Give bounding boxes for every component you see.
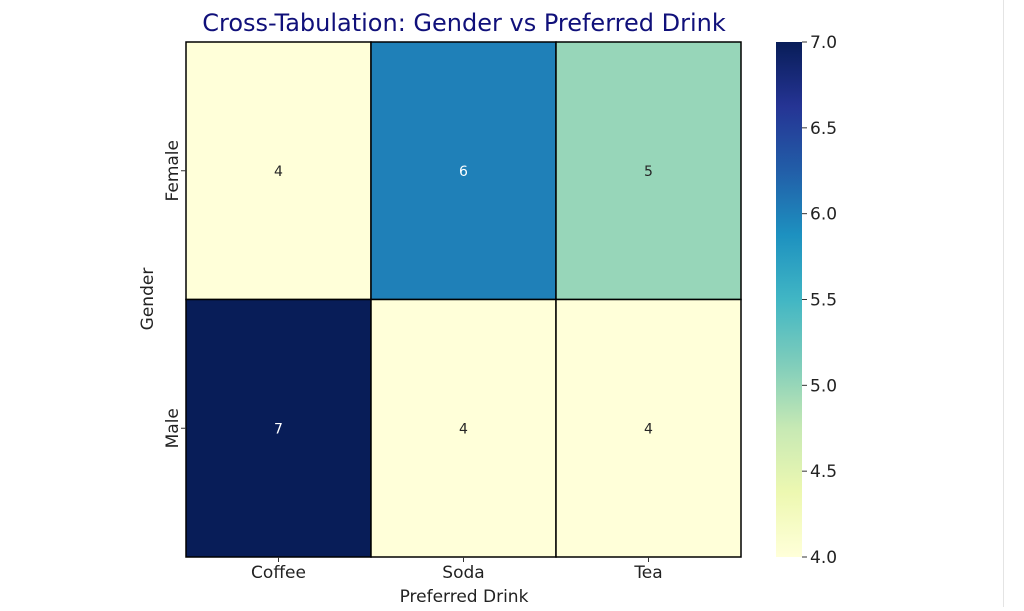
x-tick-label: Coffee bbox=[251, 563, 306, 583]
y-axis-ticks: Female Male bbox=[163, 140, 186, 448]
heatmap-cell-male-tea bbox=[555, 298, 742, 558]
heatmap-cell-female-coffee bbox=[185, 41, 372, 301]
heatmap-cell-female-tea bbox=[555, 41, 742, 301]
page-edge-divider bbox=[1003, 0, 1004, 607]
colorbar-tick-label: 7.0 bbox=[810, 33, 837, 53]
cell-value-label: 7 bbox=[274, 421, 283, 437]
cell-value-label: 4 bbox=[459, 421, 468, 437]
heatmap-cell-labels: 4 6 5 7 4 4 bbox=[274, 164, 653, 438]
cell-value-label: 4 bbox=[644, 421, 653, 437]
colorbar-tick-label: 5.5 bbox=[810, 291, 837, 311]
chart-title: Cross-Tabulation: Gender vs Preferred Dr… bbox=[202, 9, 726, 37]
x-tick-label: Tea bbox=[633, 563, 662, 583]
colorbar-ticks: 4.0 4.5 5.0 5.5 6.0 6.5 7.0 bbox=[802, 33, 837, 568]
x-tick-label: Soda bbox=[442, 563, 484, 583]
colorbar-tick-label: 4.0 bbox=[810, 548, 837, 568]
cell-value-label: 6 bbox=[459, 164, 468, 180]
colorbar-tick-label: 6.5 bbox=[810, 119, 837, 139]
y-tick-label: Female bbox=[163, 140, 183, 201]
colorbar-tick-label: 5.0 bbox=[810, 376, 837, 396]
colorbar-tick-label: 6.0 bbox=[810, 205, 837, 225]
heatmap-cell-female-soda bbox=[370, 41, 557, 301]
heatmap-cell-male-soda bbox=[370, 298, 557, 558]
x-axis-ticks: Coffee Soda Tea bbox=[251, 557, 663, 583]
colorbar bbox=[776, 42, 802, 557]
colorbar-tick-label: 4.5 bbox=[810, 462, 837, 482]
heatmap-cell-male-coffee bbox=[185, 298, 372, 558]
heatmap-cells bbox=[185, 41, 742, 558]
cell-value-label: 5 bbox=[644, 164, 653, 180]
cell-value-label: 4 bbox=[274, 164, 283, 180]
y-tick-label: Male bbox=[163, 408, 183, 448]
y-axis-label: Gender bbox=[138, 268, 158, 331]
x-axis-label: Preferred Drink bbox=[400, 587, 529, 607]
